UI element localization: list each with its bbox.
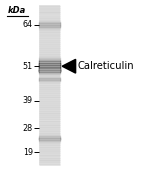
Bar xyxy=(39,5,60,165)
Text: kDa: kDa xyxy=(8,6,26,15)
Text: Calreticulin: Calreticulin xyxy=(77,61,134,71)
Text: 51: 51 xyxy=(23,62,33,71)
Polygon shape xyxy=(62,59,76,73)
Text: 19: 19 xyxy=(23,148,33,157)
Text: 28: 28 xyxy=(23,124,33,133)
Text: 64: 64 xyxy=(23,20,33,29)
Text: 39: 39 xyxy=(23,96,33,105)
